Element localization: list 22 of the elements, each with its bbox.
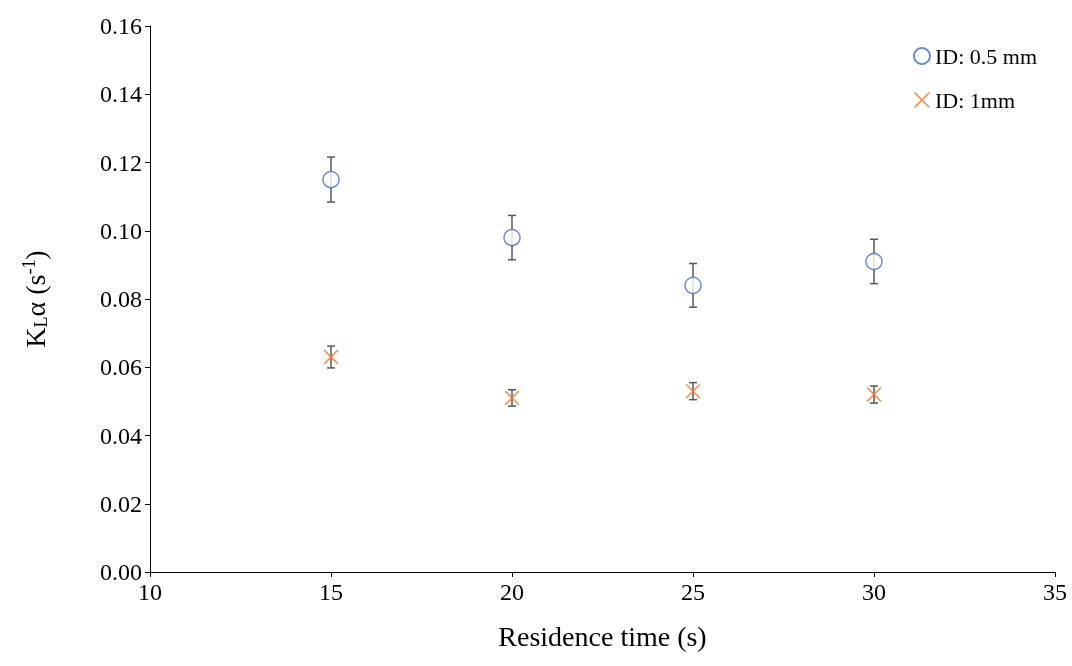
x-tick-label: 30 <box>862 579 886 605</box>
point <box>684 276 702 295</box>
point <box>322 170 340 189</box>
y-tick-label: 0.12 <box>100 149 142 176</box>
y-tick-label: 0.06 <box>100 354 142 381</box>
point <box>865 252 883 271</box>
y-axis-title: KLα (s-1) <box>19 250 51 348</box>
x-tick-label: 35 <box>1043 579 1067 605</box>
y-tick-label: 0.10 <box>100 217 142 244</box>
y-tick-label: 0.02 <box>100 490 142 517</box>
x-tick-label: 20 <box>500 579 524 605</box>
y-tick-label: 0.16 <box>100 13 142 39</box>
y-tick-label: 0.08 <box>100 286 142 312</box>
y-tick-label: 0.04 <box>100 422 142 449</box>
point <box>503 228 521 247</box>
legend-label: ID: 1mm <box>934 87 1016 113</box>
x-tick-label: 15 <box>319 579 343 605</box>
x-tick-label: 25 <box>681 579 705 605</box>
y-tick-label: 0.14 <box>100 81 142 108</box>
point <box>323 349 339 365</box>
x-axis-title: Residence time (s) <box>498 620 707 652</box>
legend-label: ID: 0.5 mm <box>934 43 1038 69</box>
